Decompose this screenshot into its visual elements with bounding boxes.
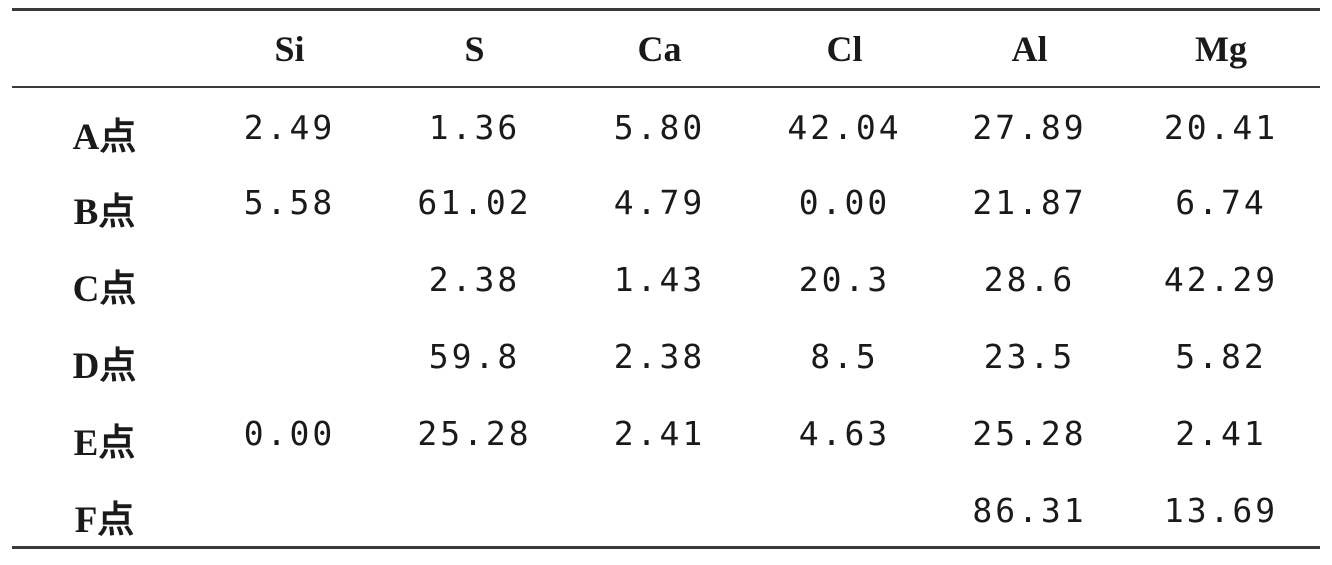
table-cell [197,472,382,549]
table-cell [197,241,382,318]
header-row: Si S Ca Cl Al Mg [12,11,1320,87]
top-rule [12,8,1320,11]
table-cell: 0.00 [798,183,891,222]
table-row: A点 2.49 1.36 5.80 42.04 27.89 20.41 [12,87,1320,164]
bottom-rule [12,546,1320,549]
table-cell: 2.38 [613,337,706,376]
table-cell: 5.58 [243,183,336,222]
table-cell: 0.00 [243,414,336,453]
table-cell [197,318,382,395]
row-label: D点 [72,345,137,387]
table-cell: 2.49 [243,108,336,147]
row-label: E点 [73,422,136,464]
table-cell [567,472,752,549]
table-cell: 25.28 [417,414,532,453]
table-cell [382,472,567,549]
table-cell: 42.29 [1163,260,1279,299]
table-row: E点 0.00 25.28 2.41 4.63 25.28 2.41 [12,395,1320,472]
table-cell: 23.5 [983,337,1076,376]
table-row: F点 86.31 13.69 [12,472,1320,549]
table-cell: 13.69 [1163,491,1279,530]
table-cell: 1.43 [613,260,706,299]
table-cell: 8.5 [810,337,879,376]
table-cell: 61.02 [417,183,532,222]
header-rule [12,86,1320,88]
element-composition-table: Si S Ca Cl Al Mg A点 2.49 1.36 5.80 42.04… [12,11,1320,549]
table-cell: 2.38 [428,260,521,299]
table-cell: 20.41 [1163,108,1279,147]
table-cell: 25.28 [972,414,1087,453]
table-cell: 59.8 [428,337,521,376]
table-cell: 42.04 [787,108,902,147]
table-cell: 20.3 [798,260,891,299]
table-cell: 6.74 [1175,183,1267,222]
table-row: C点 2.38 1.43 20.3 28.6 42.29 [12,241,1320,318]
column-header-mg: Mg [1195,29,1247,69]
table-cell [752,472,937,549]
table-cell: 2.41 [1175,414,1267,453]
row-label: B点 [73,191,136,233]
table-cell: 4.63 [798,414,891,453]
table-row: D点 59.8 2.38 8.5 23.5 5.82 [12,318,1320,395]
table-cell: 86.31 [972,491,1087,530]
table-cell: 2.41 [613,414,706,453]
table-cell: 5.80 [613,108,706,147]
column-header-al: Al [1011,29,1048,69]
column-header-cl: Cl [826,29,863,69]
row-label: F点 [74,499,135,541]
table-cell: 28.6 [983,260,1076,299]
row-label: A点 [72,116,137,158]
column-header-ca: Ca [637,29,682,69]
table-cell: 27.89 [972,108,1087,147]
column-header-si: Si [274,29,305,69]
table-cell: 21.87 [972,183,1087,222]
row-label: C点 [72,268,137,310]
table-cell: 1.36 [428,108,521,147]
table-cell: 5.82 [1175,337,1267,376]
column-header-s: S [464,29,485,69]
header-corner-cell [12,11,197,87]
table-row: B点 5.58 61.02 4.79 0.00 21.87 6.74 [12,164,1320,241]
table-cell: 4.79 [613,183,706,222]
